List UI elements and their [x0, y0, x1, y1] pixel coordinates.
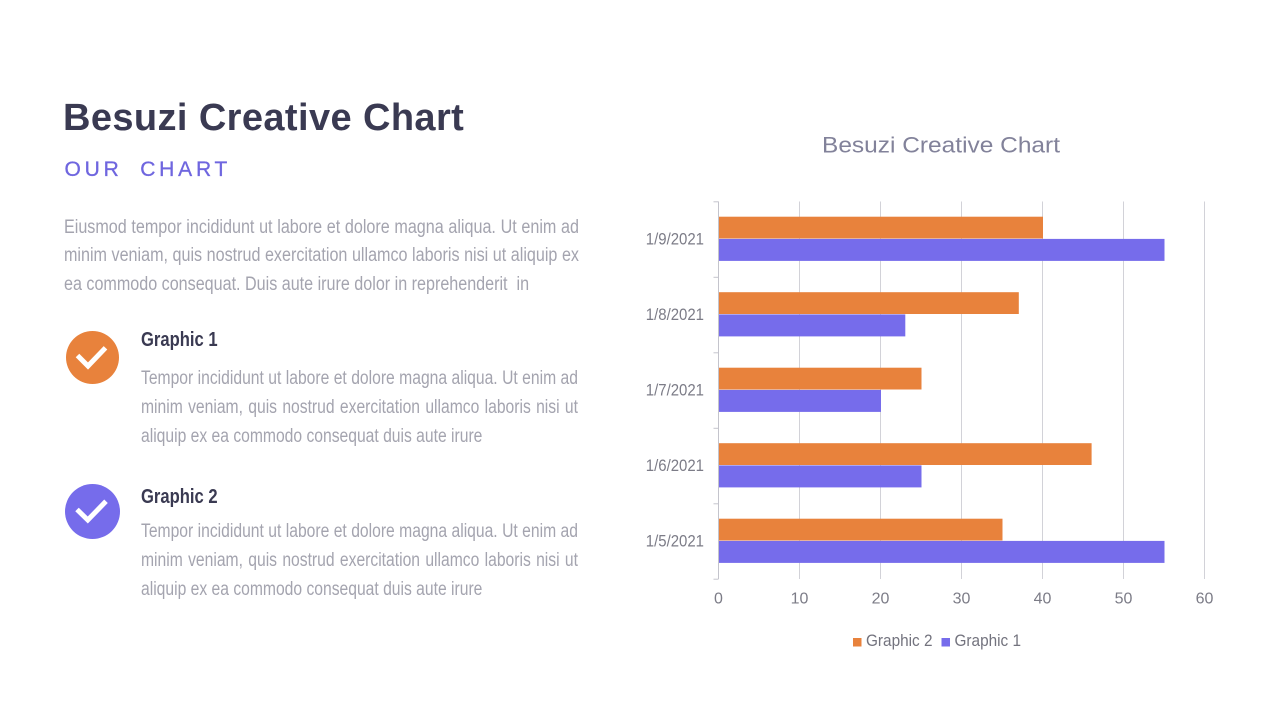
svg-text:20: 20	[872, 590, 890, 607]
svg-text:50: 50	[1115, 590, 1133, 607]
svg-text:60: 60	[1196, 590, 1214, 607]
svg-text:Besuzi Creative Chart: Besuzi Creative Chart	[822, 133, 1060, 158]
svg-text:0: 0	[714, 590, 723, 607]
svg-text:1/6/2021: 1/6/2021	[646, 457, 704, 475]
svg-text:40: 40	[1034, 590, 1052, 607]
svg-text:10: 10	[791, 590, 809, 607]
svg-text:1/7/2021: 1/7/2021	[646, 382, 704, 400]
svg-text:1/9/2021: 1/9/2021	[646, 231, 704, 249]
svg-text:Graphic 1: Graphic 1	[955, 631, 1022, 650]
svg-text:Graphic 2: Graphic 2	[866, 631, 933, 650]
svg-text:30: 30	[953, 590, 971, 607]
svg-text:1/5/2021: 1/5/2021	[646, 533, 704, 551]
svg-text:1/8/2021: 1/8/2021	[646, 306, 704, 324]
